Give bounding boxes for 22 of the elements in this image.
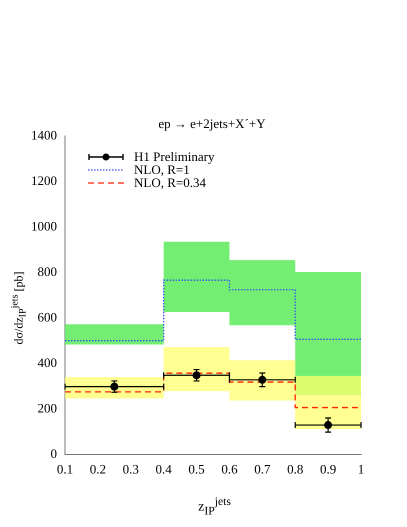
- x-tick-label: 0.1: [56, 462, 74, 477]
- y-tick-label: 600: [38, 309, 57, 324]
- chart-title: ep → e+2jets+X´+Y: [157, 116, 267, 132]
- x-tick-label: 0.7: [254, 462, 271, 477]
- y-tick-label: 1000: [31, 218, 57, 234]
- x-tick-label: 0.5: [188, 462, 205, 477]
- x-tick-label: 0.9: [320, 462, 336, 477]
- y-tick-label: 400: [38, 354, 57, 370]
- x-tick-label: 1: [358, 462, 364, 477]
- x-tick-label: 0.2: [90, 462, 106, 477]
- y-tick-label: 800: [38, 264, 57, 279]
- x-tick-label: 0.8: [287, 462, 304, 477]
- x-tick-label: 0.6: [221, 462, 238, 477]
- y-tick-label: 0: [50, 446, 57, 461]
- legend-label: NLO, R=0.34: [134, 175, 206, 190]
- x-tick-label: 0.4: [156, 462, 172, 477]
- legend-label: NLO, R=1: [134, 162, 190, 177]
- x-tick-label: 0.3: [122, 462, 139, 477]
- y-tick-label: 200: [38, 400, 57, 416]
- y-tick-label: 1200: [31, 172, 57, 188]
- y-tick-label: 1400: [31, 127, 57, 142]
- legend-label: H1 Preliminary: [134, 149, 215, 164]
